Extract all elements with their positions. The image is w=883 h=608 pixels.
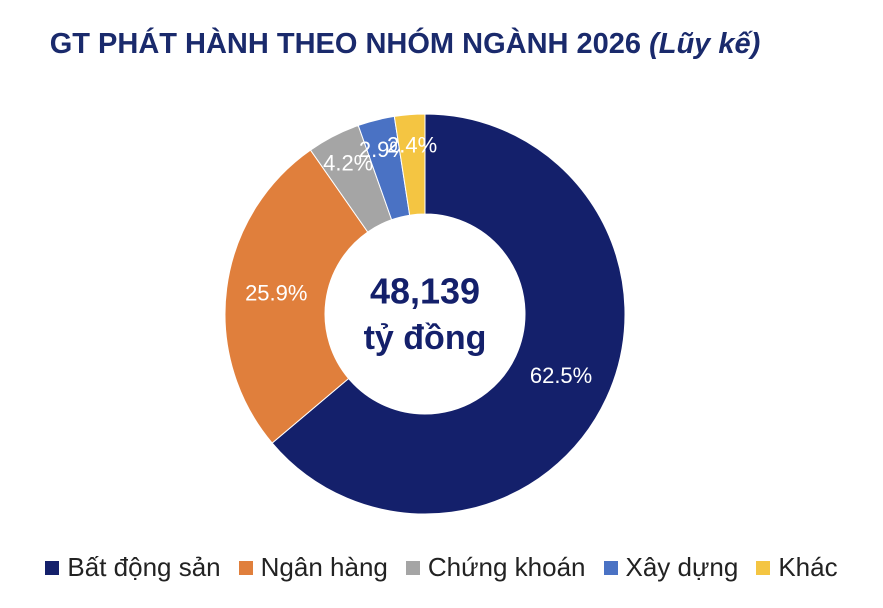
legend-item: Khác (756, 552, 838, 583)
legend-swatch (238, 560, 253, 575)
donut-slice (271, 113, 626, 515)
chart-title: GT PHÁT HÀNH THEO NHÓM NGÀNH 2026 (Lũy k… (40, 24, 770, 64)
legend-label: Chứng khoán (427, 552, 586, 582)
legend-swatch (603, 560, 618, 575)
data-label: 25.9% (245, 280, 307, 305)
title-main: GT PHÁT HÀNH THEO NHÓM NGÀNH 2026 (49, 28, 642, 60)
legend-swatch (756, 560, 771, 575)
donut-slice (224, 149, 369, 444)
legend-item: Ngân hàng (238, 552, 388, 583)
legend-label: Bất động sản (67, 552, 221, 582)
center-unit: tỷ đồng (364, 319, 487, 357)
legend-item: Bất động sản (45, 552, 221, 583)
legend-item: Xây dựng (603, 552, 739, 583)
legend: Bất động sản Ngân hàng Chứng khoán Xây dựng… (0, 552, 883, 583)
data-label: 62.5% (530, 363, 592, 388)
title-suffix: (Lũy kế) (649, 28, 761, 60)
legend-swatch (405, 560, 420, 575)
legend-label: Ngân hàng (260, 552, 388, 582)
legend-label: Xây dựng (625, 552, 739, 582)
legend-label: Khác (778, 552, 838, 582)
data-label: 2.4% (387, 132, 437, 157)
donut-slice (393, 113, 426, 216)
legend-swatch (45, 560, 60, 575)
legend-item: Chứng khoán (405, 552, 586, 583)
data-label: 4.2% (323, 150, 373, 175)
center-value: 48,139 (370, 271, 480, 312)
